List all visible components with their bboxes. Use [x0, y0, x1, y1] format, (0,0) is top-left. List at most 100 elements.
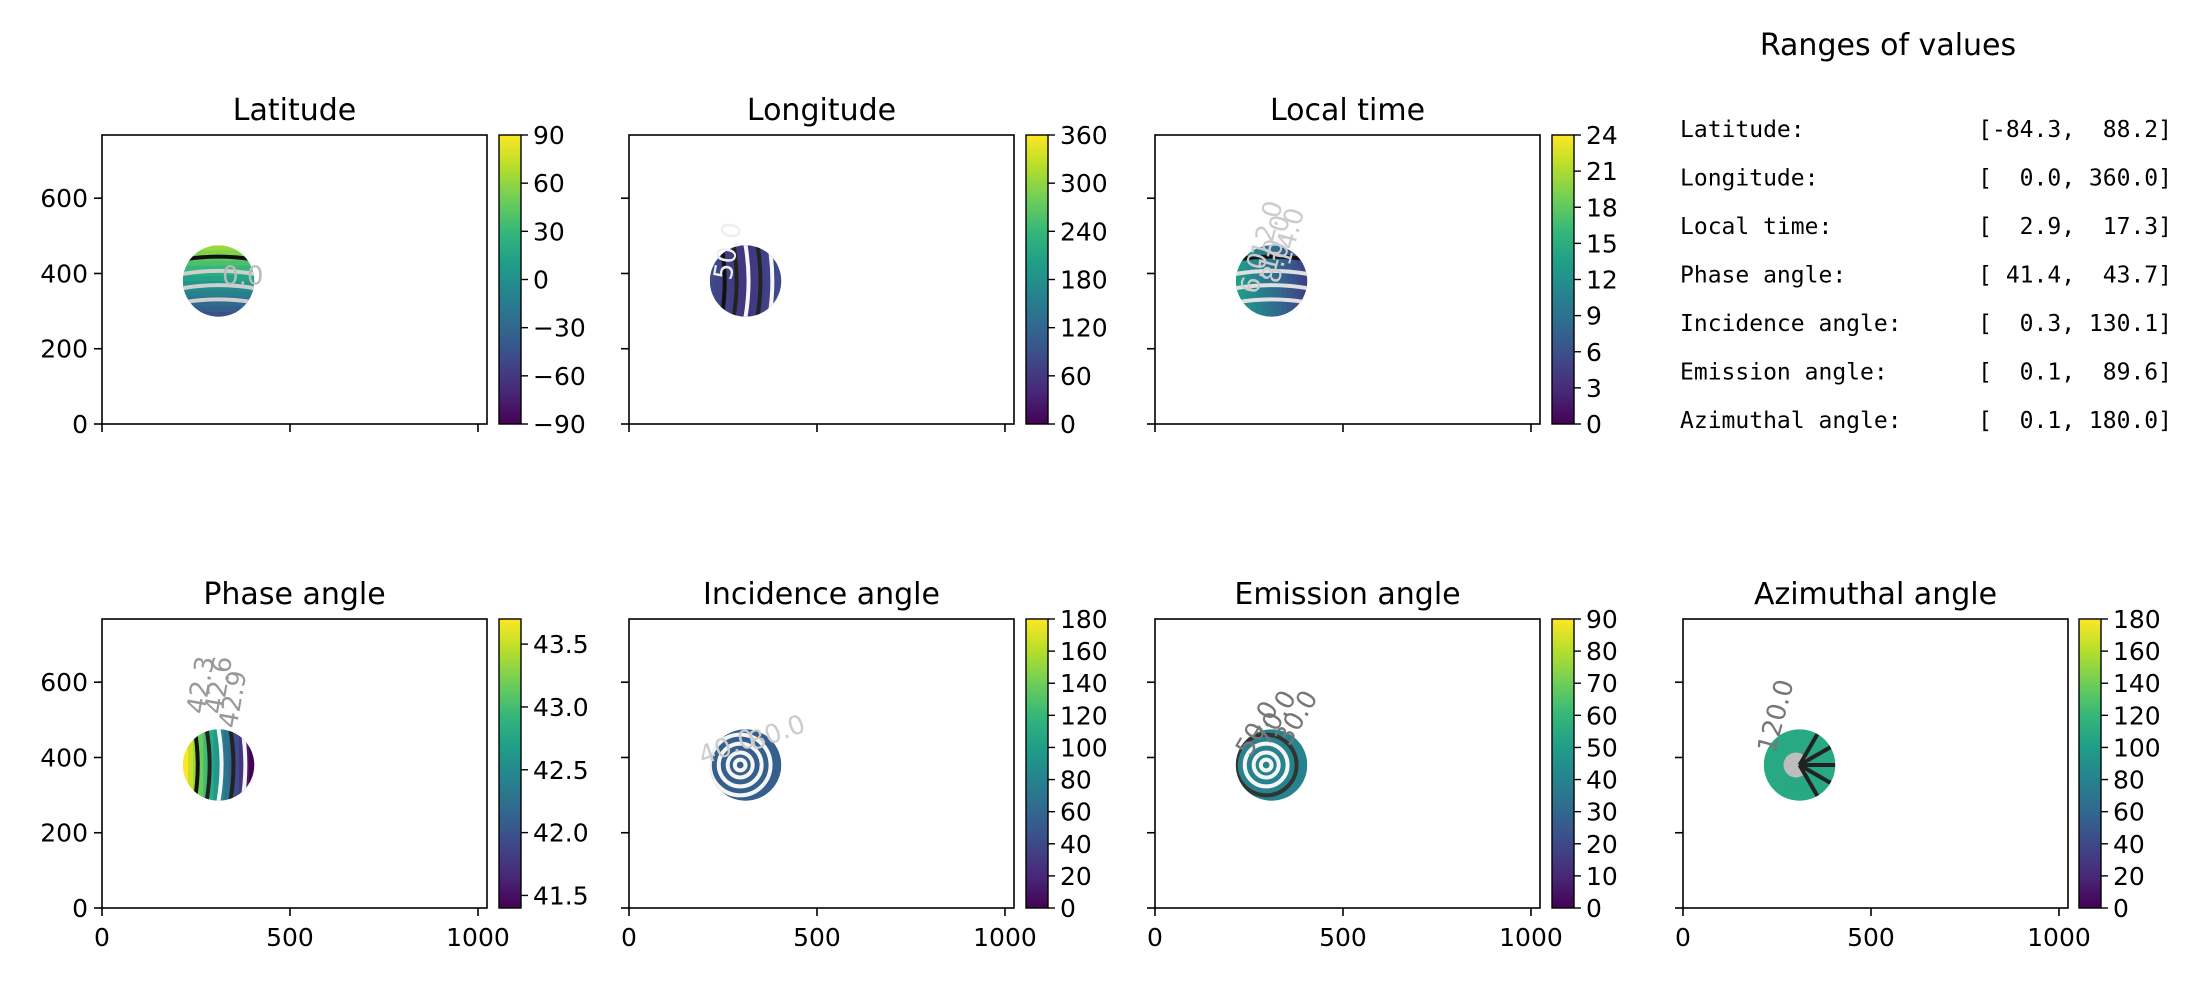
colorbar-tick-label: 180 [1060, 605, 1108, 634]
colorbar-tick-label: 140 [1060, 669, 1108, 698]
colorbar-tick-label: 41.5 [533, 881, 589, 910]
x-tick-label: 0 [1675, 923, 1691, 952]
colorbar-tick-label: 90 [533, 121, 565, 150]
colorbar-gradient [2078, 618, 2102, 909]
disk-band [1302, 245, 1308, 317]
contour-line [204, 729, 212, 801]
colorbar-tick-label: 6 [1586, 338, 1602, 367]
colorbar-tick-label: 30 [1586, 798, 1618, 827]
contour-line [1235, 297, 1308, 305]
colorbar-tick-label: 20 [1586, 830, 1618, 859]
colorbar-tick-label: 60 [1060, 362, 1092, 391]
contour-line [182, 268, 255, 276]
disk-band [1235, 770, 1308, 777]
colorbar-tick-label: 40 [2113, 830, 2145, 859]
colorbar-tick-label: 300 [1060, 169, 1108, 198]
range-label: Longitude: [1680, 166, 1818, 192]
subplot-6: Emission angle 50.030.070.0 0 500 1000 0 10 20 3… [1147, 577, 1618, 952]
colorbar-tick-label: 80 [1060, 766, 1092, 795]
subplot-5: Incidence angle 40.080.0 0 500 1000 0 20 40 60 80… [621, 577, 1108, 952]
contour-line [216, 729, 224, 801]
disk-image: 12.010.08.06.014.0 [1235, 198, 1311, 317]
disk-band [182, 729, 189, 801]
disk-band [1291, 245, 1299, 317]
range-value: [ 0.1, 180.0] [1978, 408, 2172, 434]
contour-line [182, 283, 255, 291]
colorbar: −90 −60 −30 0 30 60 90 [498, 121, 586, 439]
disk-band [1261, 245, 1268, 317]
y-tick-label: 200 [40, 335, 88, 364]
disk-band [182, 311, 255, 317]
disk-band [1251, 245, 1258, 317]
disk-band [1256, 245, 1263, 317]
colorbar: 0 20 40 60 80 100 120 140 160 180 [1025, 605, 1108, 923]
disk-band [1286, 245, 1293, 317]
disk-band [709, 780, 782, 787]
disk-band [182, 265, 255, 272]
disk-band [1235, 245, 1242, 317]
disk-band [238, 729, 246, 801]
colorbar-tick-label: 15 [1586, 229, 1618, 258]
disk-fill [709, 245, 782, 317]
disk-band [760, 245, 767, 317]
disk-band [709, 795, 782, 801]
contour-line [1798, 745, 1832, 767]
disk-fill [1235, 245, 1308, 317]
disk-band [1763, 775, 1836, 782]
disk-band [198, 729, 205, 801]
y-tick-label: 600 [40, 184, 88, 213]
range-label: Emission angle: [1680, 360, 1888, 386]
colorbar-tick-label: 120 [1060, 314, 1108, 343]
y-tick-label: 400 [40, 259, 88, 288]
colorbar-gradient [498, 134, 522, 425]
disk-band [1235, 734, 1308, 741]
colorbar-tick-label: 40 [1586, 766, 1618, 795]
disk-band [1235, 729, 1308, 736]
colorbar-tick-label: 70 [1586, 669, 1618, 698]
colorbar-tick-label: 160 [1060, 637, 1108, 666]
ranges-title: Ranges of values [1760, 28, 2016, 63]
disk-band [1297, 245, 1304, 317]
colorbar-tick-label: 100 [1060, 733, 1108, 762]
x-tick-label: 1000 [973, 923, 1037, 952]
colorbar-tick-label: −90 [533, 410, 586, 439]
range-label: Azimuthal angle: [1680, 408, 1902, 434]
contour-line [709, 732, 773, 798]
disk-band [725, 245, 732, 317]
colorbar-tick-label: 140 [2113, 669, 2161, 698]
disk-band [182, 260, 255, 267]
disk-band [1763, 744, 1836, 751]
disk-fill [1763, 729, 1836, 801]
contour-line [1235, 732, 1299, 798]
range-label: Local time: [1680, 214, 1832, 240]
range-value: [ 0.1, 89.6] [1978, 360, 2172, 386]
x-tick-label: 500 [266, 923, 314, 952]
subplot-7: Azimuthal angle 120.0 0 500 1000 0 20 40 60 80 100… [1675, 577, 2161, 952]
colorbar-tick-label: 0 [1060, 894, 1076, 923]
range-value: [ 41.4, 43.7] [1978, 263, 2172, 289]
disk-band [213, 729, 220, 801]
colorbar-tick-label: 43.0 [533, 693, 589, 722]
disk-band [1235, 795, 1308, 801]
disk-band [182, 275, 255, 283]
disk-band [709, 734, 782, 741]
colorbar-tick-label: 80 [1586, 637, 1618, 666]
disk-band [1235, 744, 1308, 751]
contour-line [725, 750, 755, 780]
contour-line [755, 245, 763, 317]
contour-line [1251, 750, 1281, 780]
panel-title: Emission angle [1234, 577, 1460, 612]
colorbar-tick-label: 21 [1586, 157, 1618, 186]
panel-title: Phase angle [203, 577, 385, 612]
disk-image: 120.0 [1752, 676, 1836, 801]
colorbar-tick-label: 42.0 [533, 819, 589, 848]
y-tick-label: 0 [72, 894, 88, 923]
colorbar: 41.5 42.0 42.5 43.0 43.5 [498, 618, 589, 910]
x-tick-label: 0 [621, 923, 637, 952]
panel-title: Local time [1270, 93, 1425, 128]
colorbar: 0 20 40 60 80 100 120 140 160 180 [2078, 605, 2161, 923]
colorbar-tick-label: 0 [1586, 894, 1602, 923]
panel-title: Incidence angle [703, 577, 940, 612]
panel-title: Longitude [747, 93, 896, 128]
